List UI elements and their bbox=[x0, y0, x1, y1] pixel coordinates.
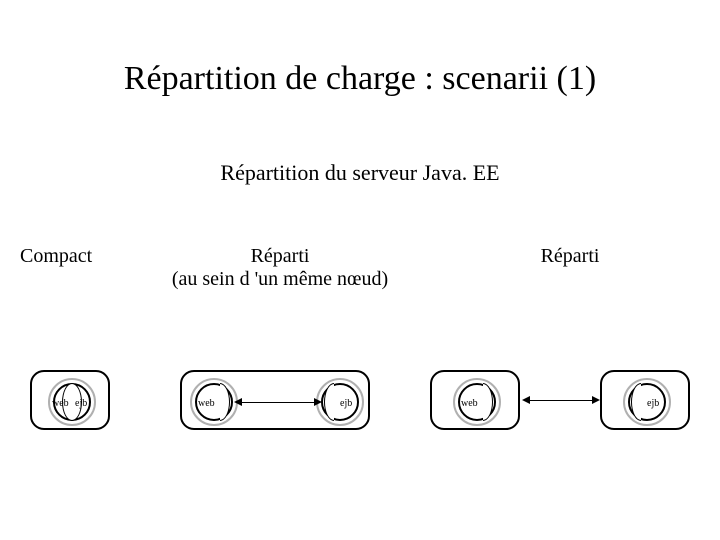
samenode-arrow-line bbox=[240, 402, 316, 403]
compact-ejb-label: ejb bbox=[75, 398, 87, 409]
compact-pod: web ejb bbox=[30, 370, 110, 430]
samenode-web-label: web bbox=[198, 398, 215, 409]
samenode-arrow-head-right bbox=[314, 398, 322, 406]
slide-subtitle: Répartition du serveur Java. EE bbox=[0, 160, 720, 186]
dist-web-label: web bbox=[461, 398, 478, 409]
dist-arrow-line bbox=[528, 400, 594, 401]
distributed-pod-web: web bbox=[430, 370, 520, 430]
column-label-same-node-l2: (au sein d 'un même nœud) bbox=[172, 268, 388, 290]
compact-web-label: web bbox=[52, 398, 69, 409]
slide-title: Répartition de charge : scenarii (1) bbox=[0, 60, 720, 98]
dist-arrow-head-right bbox=[592, 396, 600, 404]
column-label-compact: Compact bbox=[20, 245, 140, 268]
distributed-pod-ejb: ejb bbox=[600, 370, 690, 430]
dist-arrow-head-left bbox=[522, 396, 530, 404]
column-label-same-node-l1: Réparti bbox=[251, 245, 310, 267]
dist-ejb-label: ejb bbox=[647, 398, 659, 409]
samenode-ejb-label: ejb bbox=[340, 398, 352, 409]
samenode-arrow-head-left bbox=[234, 398, 242, 406]
column-label-distributed: Réparti bbox=[490, 245, 650, 268]
column-label-same-node: Réparti (au sein d 'un même nœud) bbox=[150, 245, 410, 291]
same-node-pod: web ejb bbox=[180, 370, 370, 430]
